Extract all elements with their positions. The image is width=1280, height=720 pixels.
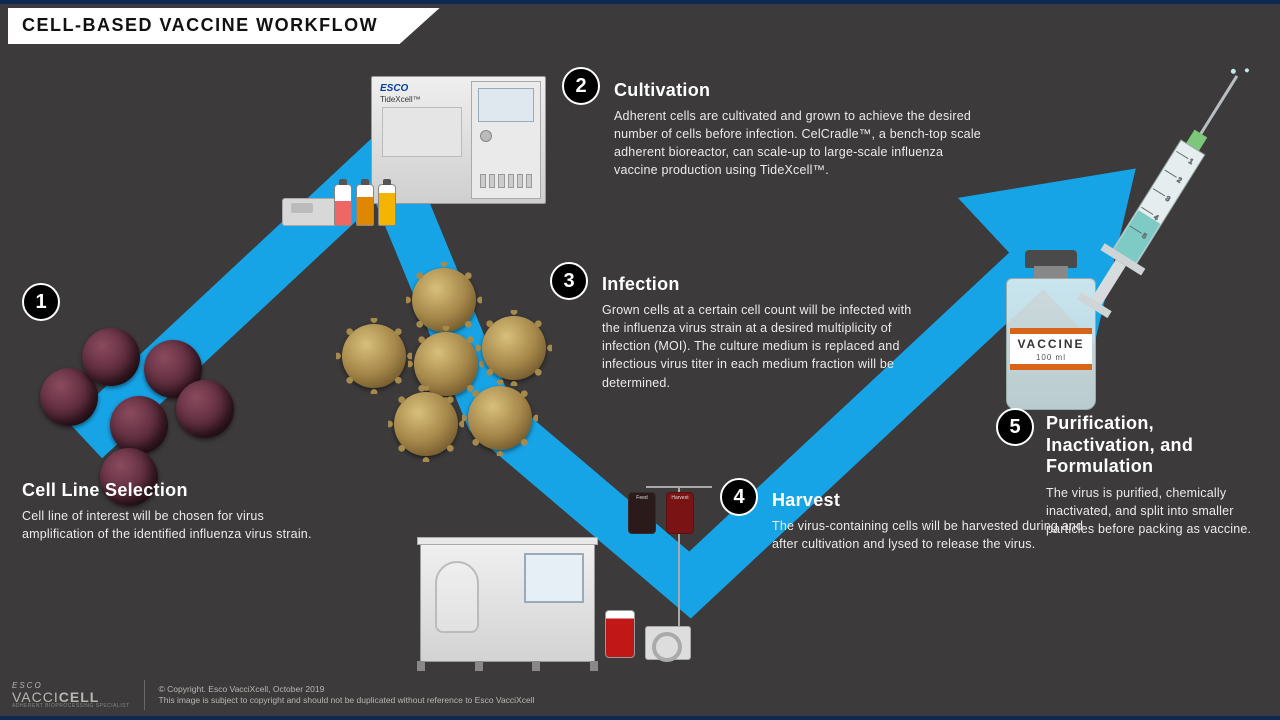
step-2-title: Cultivation — [614, 80, 984, 101]
step-1-title: Cell Line Selection — [22, 480, 312, 501]
top-border — [0, 0, 1280, 4]
copyright-line2: This image is subject to copyright and s… — [159, 695, 535, 706]
step-3-badge: 3 — [550, 262, 588, 300]
bioreactor-brand: ESCO — [380, 83, 408, 94]
step-5-body: The virus is purified, chemically inacti… — [1046, 484, 1264, 538]
syringe-illustration: 1 2 3 4 5 — [1050, 50, 1270, 350]
logo-tagline: ADHERENT BIOPROCESSING SPECIALIST — [12, 704, 130, 709]
media-flasks — [334, 184, 396, 226]
bioreactor-illustration: ESCO TideXcell™ — [286, 76, 546, 226]
step-1-badge: 1 — [22, 283, 60, 321]
bioreactor-box: ESCO TideXcell™ — [371, 76, 546, 204]
virus-illustration — [342, 268, 552, 468]
brand-logo: ESCO VACCICELL ADHERENT BIOPROCESSING SP… — [12, 682, 130, 709]
step-2-badge: 2 — [562, 67, 600, 105]
step-1: Cell Line Selection Cell line of interes… — [22, 480, 312, 543]
step-2: Cultivation Adherent cells are cultivate… — [614, 80, 984, 180]
harvest-bag: Harvest — [666, 492, 694, 534]
step-4-badge-wrap: 4 — [720, 478, 758, 522]
bottom-border — [0, 716, 1280, 720]
step-5-title: Purification, Inactivation, and Formulat… — [1046, 413, 1266, 478]
step-1-badge-wrap: 1 — [22, 283, 60, 327]
step-3-badge-wrap: 3 — [550, 262, 588, 306]
step-2-badge-wrap: 2 — [562, 67, 600, 111]
step-3: Infection Grown cells at a certain cell … — [602, 274, 932, 392]
step-5: Purification, Inactivation, and Formulat… — [1046, 413, 1266, 538]
title-decoration — [400, 8, 440, 44]
vial-volume: 100 ml — [1036, 353, 1066, 362]
title-bar: CELL-BASED VACCINE WORKFLOW — [8, 8, 440, 44]
harvest-illustration: Feed Harvest — [420, 486, 720, 666]
step-5-badge: 5 — [996, 408, 1034, 446]
step-2-body: Adherent cells are cultivated and grown … — [614, 107, 984, 180]
footer-copyright: © Copyright. Esco VacciXcell, October 20… — [159, 684, 535, 706]
step-3-body: Grown cells at a certain cell count will… — [602, 301, 932, 392]
step-4-badge: 4 — [720, 478, 758, 516]
step-5-badge-wrap: 5 — [996, 408, 1034, 452]
feed-bag: Feed — [628, 492, 656, 534]
copyright-line1: © Copyright. Esco VacciXcell, October 20… — [159, 684, 535, 695]
step-3-title: Infection — [602, 274, 932, 295]
harvest-bench — [420, 542, 595, 662]
pump-icon — [645, 626, 691, 660]
logo-line2: VACCICELL — [12, 690, 130, 704]
page-title: CELL-BASED VACCINE WORKFLOW — [8, 8, 400, 44]
footer-divider — [144, 680, 145, 710]
harvest-flask-icon — [605, 610, 635, 658]
bioreactor-model: TideXcell™ — [380, 95, 421, 104]
step-1-body: Cell line of interest will be chosen for… — [22, 507, 312, 543]
footer: ESCO VACCICELL ADHERENT BIOPROCESSING SP… — [12, 680, 535, 710]
